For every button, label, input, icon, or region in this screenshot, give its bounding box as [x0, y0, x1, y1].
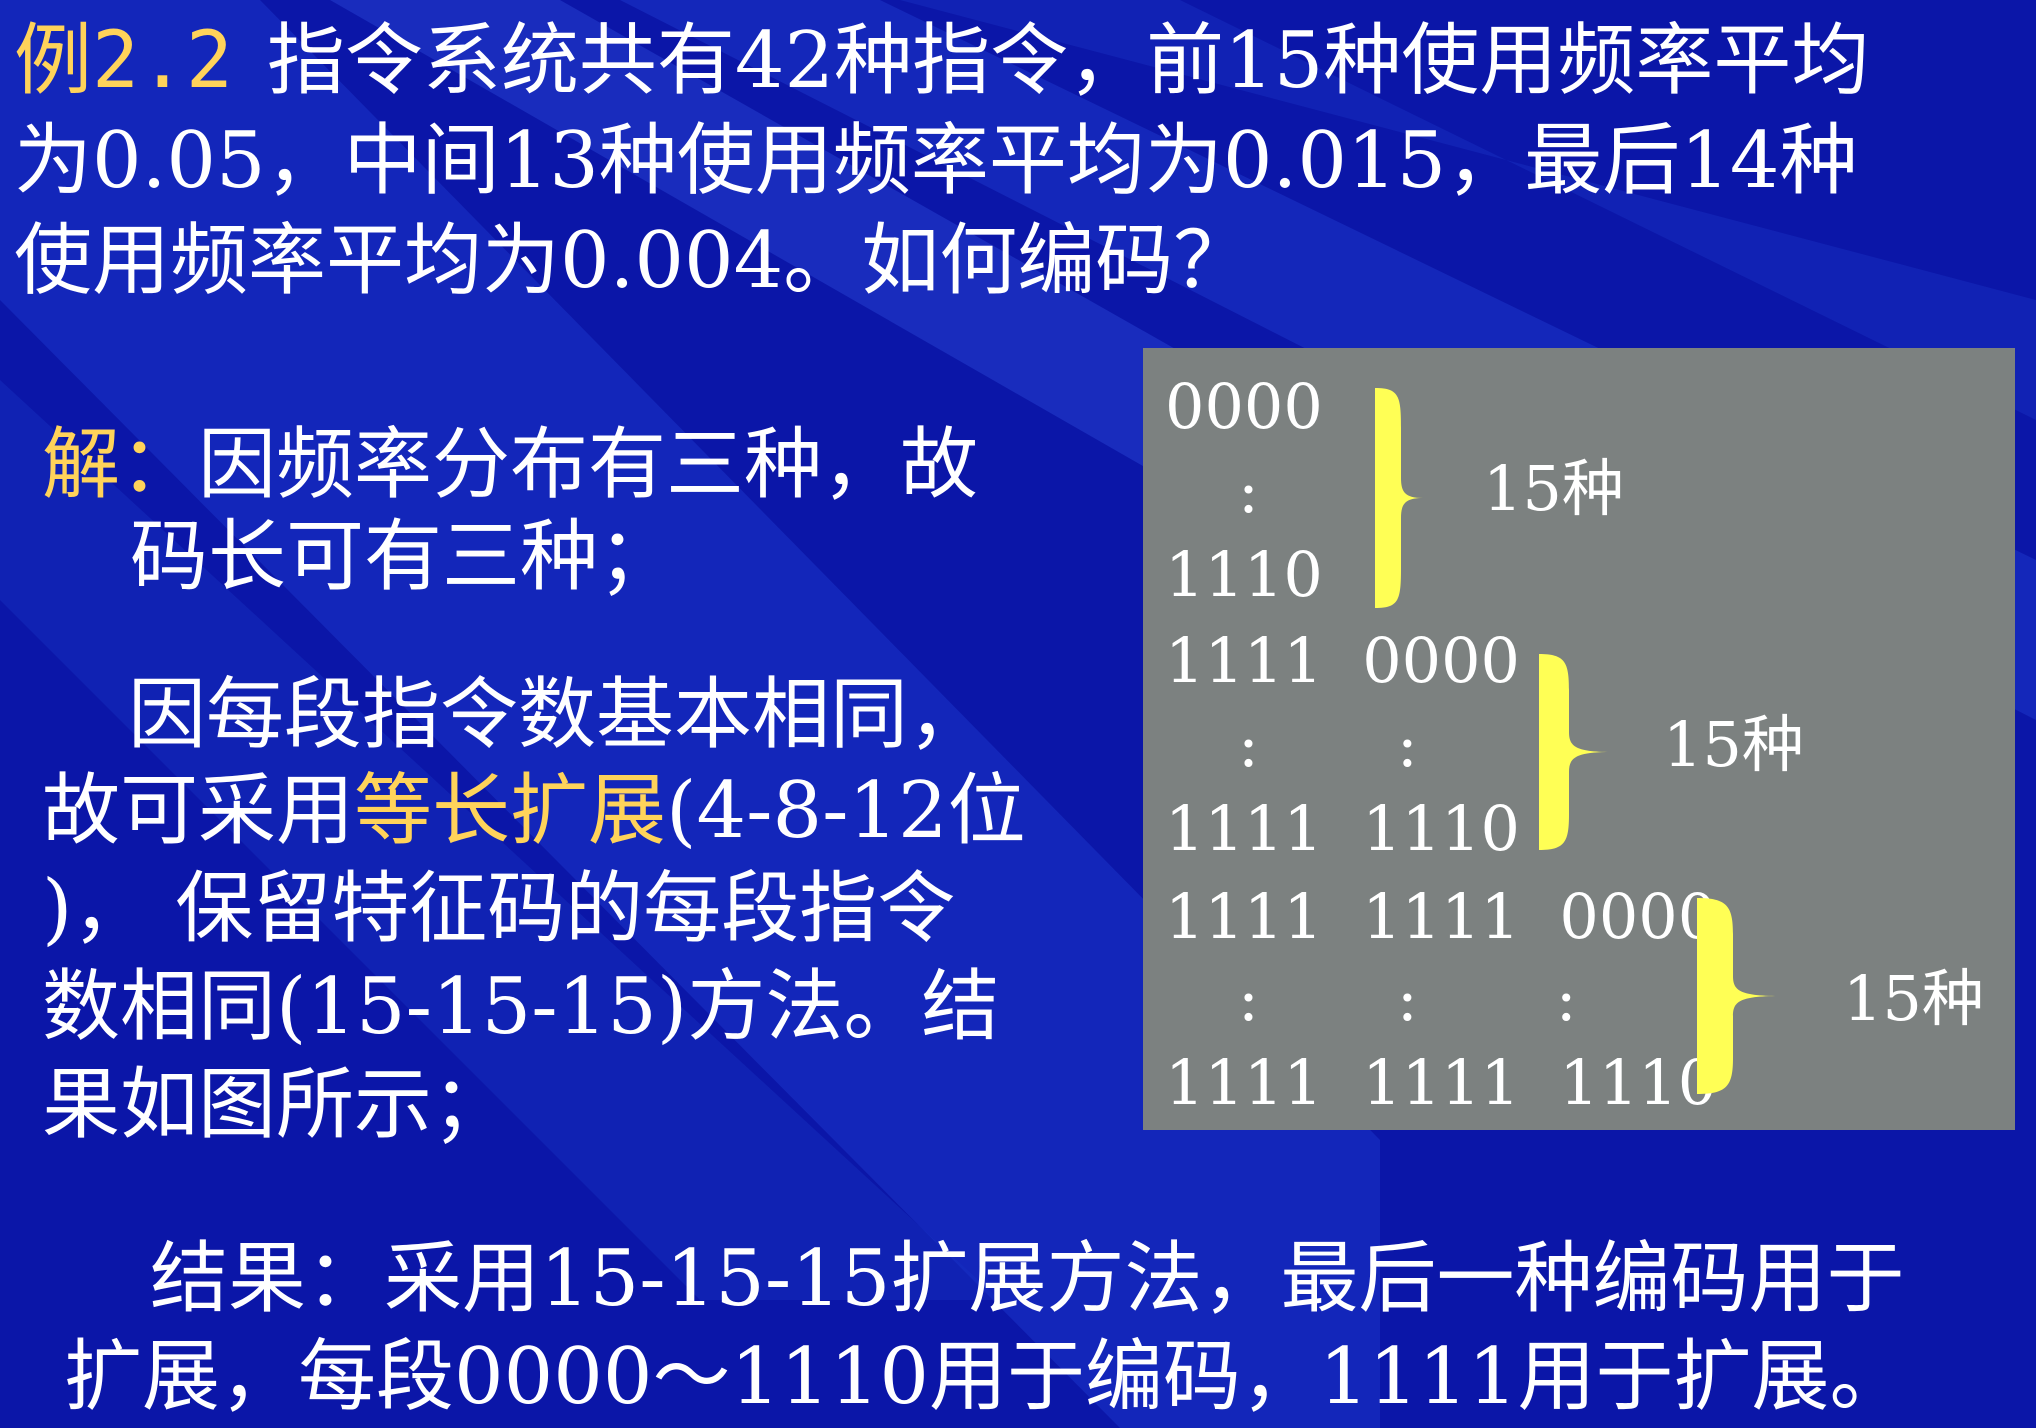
solution-line-1: 解：因频率分布有三种，故	[42, 426, 978, 504]
g2-ellipsis: : :	[1238, 708, 1418, 781]
method-line-1: 因每段指令数基本相同，	[128, 670, 987, 760]
equal-length-expansion-highlight: 等长扩展	[354, 766, 667, 856]
code-panel: 0000 : 1110 15种 1111 0000 : : 1111 1110 …	[1143, 348, 2015, 1130]
method-line-4: 数相同(15-15-15)方法。结	[42, 962, 1000, 1052]
g3-ellipsis: : : :	[1238, 962, 1577, 1035]
example-label: 例2.2	[14, 16, 233, 106]
g3-brace-icon	[1697, 898, 1779, 1094]
g3-first-code: 1111 1111 0000	[1165, 880, 1718, 953]
title-line-2: 为0.05，中间13种使用频率平均为0.015，最后14种	[14, 116, 1858, 206]
g2-brace-icon	[1539, 654, 1611, 850]
g1-last-code: 1110	[1165, 538, 1323, 611]
method-text-pre: 故可采用	[42, 766, 355, 856]
conclusion-line-2: 扩展，每段0000～1110用于编码，1111用于扩展。	[64, 1332, 1908, 1422]
g1-brace-icon	[1375, 388, 1423, 608]
title-text-1: 指令系统共有42种指令，前15种使用频率平均	[266, 16, 1870, 106]
solution-line-2: 码长可有三种；	[130, 512, 677, 602]
conclusion-line-1: 结果：采用15-15-15扩展方法，最后一种编码用于	[150, 1234, 1905, 1324]
method-line-2: 故可采用等长扩展(4-8-12位	[42, 772, 1026, 850]
g2-count: 15种	[1663, 708, 1804, 781]
method-text-post: (4-8-12位	[666, 766, 1026, 856]
g1-ellipsis: :	[1238, 454, 1259, 527]
method-line-5: 果如图所示；	[42, 1060, 511, 1150]
title-line-3: 使用频率平均为0.004。如何编码？	[14, 216, 1252, 306]
g1-count: 15种	[1483, 452, 1624, 525]
g2-last-code: 1111 1110	[1165, 792, 1520, 865]
method-line-3: )， 保留特征码的每段指令	[42, 864, 956, 954]
title-line-1: 例2.2 指令系统共有42种指令，前15种使用频率平均	[14, 22, 1869, 100]
g2-first-code: 1111 0000	[1165, 624, 1520, 697]
g3-last-code: 1111 1111 1110	[1165, 1046, 1718, 1119]
solution-label: 解：	[42, 420, 199, 510]
g3-count: 15种	[1843, 962, 1984, 1035]
g1-first-code: 0000	[1165, 370, 1323, 443]
solution-text-1: 因频率分布有三种，故	[198, 420, 979, 510]
